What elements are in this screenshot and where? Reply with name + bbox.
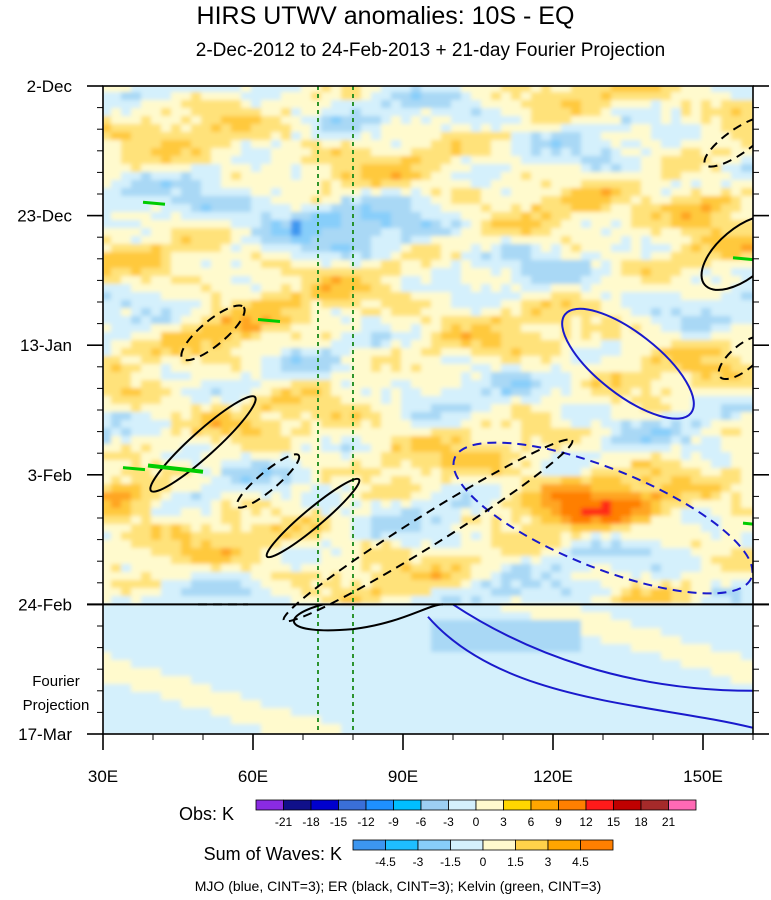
field-cell [411,86,425,96]
field-cell [641,86,655,96]
field-cell [321,86,335,96]
field-cell [171,86,185,96]
field-cell [631,86,645,96]
field-cell [391,86,405,96]
field-cell [211,86,225,96]
chart-subtitle: 2-Dec-2012 to 24-Feb-2013 + 21-day Fouri… [195,40,666,61]
field-cell [381,86,395,96]
field-cell [271,86,285,96]
field-cell [121,86,135,96]
field-cell [701,86,715,96]
field-cell [241,86,255,96]
field-cell [281,86,295,96]
field-cell [481,86,495,96]
field-cell [371,86,385,96]
field-cell [621,86,635,96]
field-cell [151,86,165,96]
field-cell [721,86,735,96]
field-cell [161,86,175,96]
field-cell [251,86,265,96]
field-cell [591,86,605,96]
field-cell [571,86,585,96]
field-cell [511,86,525,96]
field-cell [131,86,145,96]
field-cell [561,86,575,96]
field-cell [731,86,745,96]
field-cell [431,86,445,96]
field-cell [681,86,695,96]
field-cell [291,86,305,96]
field-cell [451,86,465,96]
field-cell [521,86,535,96]
anomaly-field [103,86,753,734]
field-cell [181,86,195,96]
field-cell [611,86,625,96]
field-cell [311,86,325,96]
field-cell [671,86,685,96]
field-cell [191,86,205,96]
field-cell [491,86,505,96]
field-cell [331,86,345,96]
field-cell [651,86,665,96]
field-cell [601,86,615,96]
field-cell [221,86,235,96]
field-cell [261,86,275,96]
field-cell [551,86,565,96]
field-cell [111,86,125,96]
field-cell [531,86,545,96]
field-cell [741,86,753,96]
field-cell [421,86,435,96]
field-cell [661,86,675,96]
field-cell [401,86,415,96]
field-cell [103,86,115,96]
field-cell [341,86,355,96]
field-cell [541,86,555,96]
field-cell [141,86,155,96]
field-cell [201,86,215,96]
field-cell [471,86,485,96]
field-cell [351,86,365,96]
field-cell [361,86,375,96]
field-cell [711,86,725,96]
field-cell [581,86,595,96]
field-cell [501,86,515,96]
chart-title: HIRS UTWV anomalies: 10S - EQ [196,2,575,30]
field-cell [461,86,475,96]
field-cell [441,86,455,96]
field-cell [231,86,245,96]
field-cell [691,86,705,96]
field-cell [301,86,315,96]
